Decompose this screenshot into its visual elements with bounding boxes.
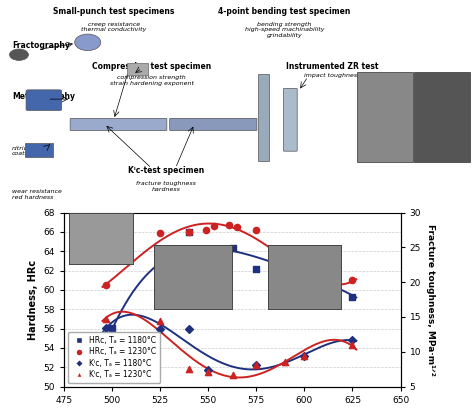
FancyBboxPatch shape (127, 63, 148, 75)
Point (156, 272, 164, 279)
FancyBboxPatch shape (70, 118, 167, 130)
Text: Kᴵc-test specimen: Kᴵc-test specimen (128, 166, 204, 175)
FancyBboxPatch shape (25, 143, 53, 157)
Point (349, 342, 356, 348)
FancyBboxPatch shape (414, 72, 470, 162)
FancyBboxPatch shape (170, 118, 257, 130)
Point (108, 324, 116, 331)
Point (229, 372, 237, 378)
Text: impact toughness: impact toughness (304, 73, 360, 78)
Point (349, 293, 356, 300)
Point (204, 369, 212, 375)
Point (204, 367, 212, 373)
Point (301, 352, 308, 359)
Point (156, 317, 164, 324)
Point (349, 337, 356, 344)
Point (253, 362, 260, 369)
Point (185, 229, 193, 235)
Text: Instrumented ZR test: Instrumented ZR test (285, 62, 378, 71)
FancyBboxPatch shape (258, 74, 269, 161)
Text: Compression test specimen: Compression test specimen (92, 62, 211, 71)
Y-axis label: Fracture toughness, MPa·m¹ᐟ²: Fracture toughness, MPa·m¹ᐟ² (426, 224, 435, 375)
Point (102, 282, 110, 288)
Text: Small-punch test specimens: Small-punch test specimens (53, 7, 174, 16)
Point (156, 230, 164, 236)
Point (233, 224, 241, 230)
Point (210, 223, 218, 229)
Text: bending strength
high-speed machinability
grindability: bending strength high-speed machinabilit… (245, 22, 324, 38)
Point (301, 352, 308, 359)
Ellipse shape (75, 34, 100, 51)
Text: compression strength
strain hardening exponent: compression strength strain hardening ex… (109, 75, 194, 86)
Point (202, 227, 210, 233)
Text: Metallography: Metallography (12, 92, 75, 101)
Point (349, 277, 356, 283)
Point (185, 366, 193, 373)
FancyBboxPatch shape (283, 88, 297, 151)
Point (204, 248, 212, 254)
Ellipse shape (9, 49, 28, 61)
Point (229, 245, 237, 252)
Point (301, 265, 308, 271)
Point (156, 325, 164, 332)
Point (185, 325, 193, 332)
Text: wear resistance
red hardness: wear resistance red hardness (12, 189, 62, 200)
Text: fracture toughness
hardness: fracture toughness hardness (136, 181, 196, 191)
Point (102, 316, 110, 322)
Point (102, 324, 110, 331)
Legend: HRc, Tₐ = 1180°C, HRc, Tₐ = 1230°C, Kᴵc, Tₐ = 1180°C, Kᴵc, Tₐ = 1230°C: HRc, Tₐ = 1180°C, HRc, Tₐ = 1230°C, Kᴵc,… (68, 332, 160, 383)
Point (226, 222, 233, 229)
Text: Fractography: Fractography (12, 41, 70, 50)
Text: nitridability
coatability: nitridability coatability (12, 146, 48, 156)
Text: creep resistance
thermal conductivity: creep resistance thermal conductivity (81, 22, 146, 32)
Point (253, 227, 260, 233)
Text: 4-point bending test specimen: 4-point bending test specimen (218, 7, 351, 16)
FancyBboxPatch shape (357, 72, 413, 162)
Point (253, 362, 260, 369)
Point (301, 274, 308, 281)
Y-axis label: Hardness, HRc: Hardness, HRc (28, 260, 38, 339)
Point (253, 265, 260, 272)
Point (282, 359, 289, 366)
Point (185, 229, 193, 235)
FancyBboxPatch shape (26, 90, 62, 110)
